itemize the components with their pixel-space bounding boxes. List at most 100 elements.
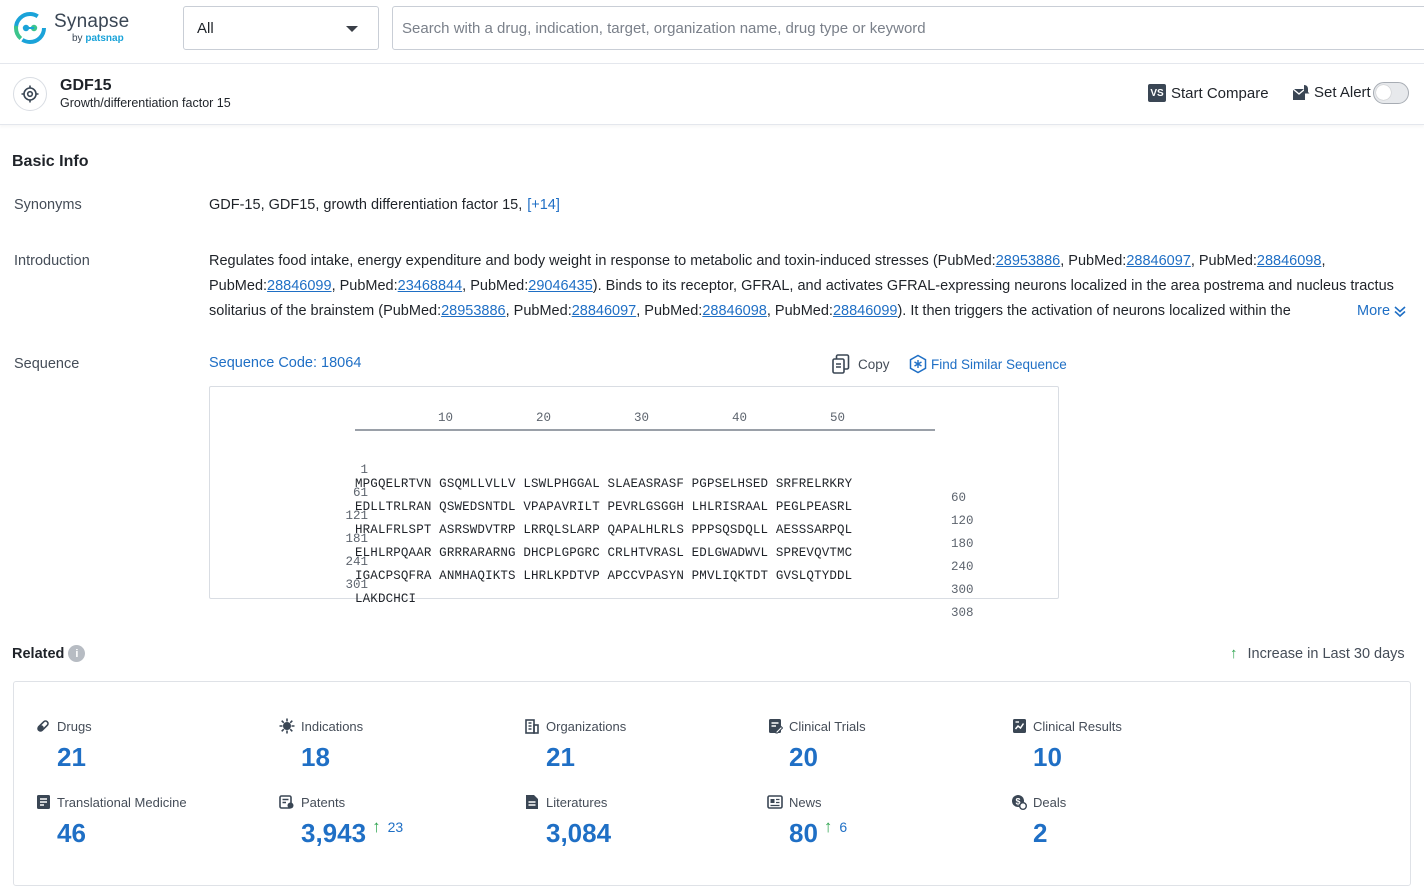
stat-literatures[interactable]: Literatures 3,084 bbox=[524, 793, 611, 849]
pubmed-link[interactable]: 28953886 bbox=[441, 303, 506, 319]
document-icon bbox=[524, 794, 540, 810]
sequence-row-end: 180 bbox=[951, 537, 974, 551]
stat-value[interactable]: 18 bbox=[301, 741, 330, 773]
related-title-text: Related bbox=[12, 646, 64, 662]
sequence-row-residues: ELHLRPQAAR GRRRARARNG DHCPLGPGRC CRLHTVR… bbox=[355, 546, 852, 560]
stat-value[interactable]: 46 bbox=[57, 817, 86, 849]
caret-down-icon bbox=[346, 26, 358, 32]
stat-value[interactable]: 3,084 bbox=[546, 817, 611, 849]
basic-info-title: Basic Info bbox=[12, 153, 88, 171]
pubmed-link[interactable]: 28846097 bbox=[1126, 253, 1191, 269]
sequence-row: 1 MPGQELRTVN GSQMLLVLLV LSWLPHGGAL SLAEA… bbox=[210, 449, 240, 467]
related-stats-card: Drugs 21 Indications 18 Organizations 21… bbox=[13, 681, 1411, 886]
intro-text: , PubMed: bbox=[332, 278, 398, 294]
clipboard-edit-icon bbox=[767, 718, 783, 734]
find-similar-label: Find Similar Sequence bbox=[931, 357, 1067, 372]
intro-text: Regulates food intake, energy expenditur… bbox=[209, 253, 996, 269]
alert-bell-icon bbox=[1292, 84, 1310, 101]
stat-label: Translational Medicine bbox=[57, 795, 187, 810]
synapse-logo[interactable]: Synapse by patsnap bbox=[12, 10, 129, 46]
sequence-row-end: 60 bbox=[951, 491, 966, 505]
logo-subtitle: by patsnap bbox=[72, 34, 129, 44]
stat-increase: ↑ 6 bbox=[824, 818, 847, 836]
pubmed-link[interactable]: 28846098 bbox=[702, 303, 767, 319]
copy-icon bbox=[832, 354, 850, 374]
logo-by: by bbox=[72, 33, 83, 44]
double-chevron-down-icon bbox=[1393, 304, 1407, 318]
target-crosshair-icon bbox=[13, 77, 47, 111]
sequence-row: 181 ELHLRPQAAR GRRRARARNG DHCPLGPGRC CRL… bbox=[210, 518, 240, 536]
stat-label: Patents bbox=[301, 795, 345, 810]
sequence-row: 301 LAKDCHCI 308 bbox=[210, 564, 240, 582]
stat-value[interactable]: 10 bbox=[1033, 741, 1062, 773]
sequence-row-start: 121 bbox=[240, 509, 368, 523]
pubmed-link[interactable]: 28846099 bbox=[833, 303, 898, 319]
stat-value[interactable]: 20 bbox=[789, 741, 818, 773]
stat-value[interactable]: 2 bbox=[1033, 817, 1047, 849]
arrow-up-icon: ↑ bbox=[824, 818, 833, 836]
stat-drugs[interactable]: Drugs 21 bbox=[35, 717, 92, 773]
intro-fade bbox=[1300, 300, 1360, 325]
pubmed-link[interactable]: 28846098 bbox=[1257, 253, 1322, 269]
top-bar: Synapse by patsnap All bbox=[0, 0, 1424, 64]
stat-value[interactable]: 3,943 bbox=[301, 817, 366, 849]
pubmed-link[interactable]: 28846099 bbox=[267, 278, 332, 294]
pubmed-link[interactable]: 28953886 bbox=[996, 253, 1061, 269]
introduction-more-button[interactable]: More bbox=[1356, 303, 1407, 319]
newspaper-icon bbox=[767, 794, 783, 810]
sequence-row-start: 181 bbox=[240, 532, 368, 546]
stat-deals[interactable]: $ Deals 2 bbox=[1011, 793, 1066, 849]
stat-news[interactable]: News 80 ↑ 6 bbox=[767, 793, 847, 849]
start-compare-button[interactable]: VS Start Compare bbox=[1148, 84, 1269, 102]
stat-clinical-trials[interactable]: Clinical Trials 20 bbox=[767, 717, 866, 773]
intro-text: , PubMed: bbox=[506, 303, 572, 319]
info-icon[interactable]: i bbox=[68, 645, 85, 662]
stat-value[interactable]: 21 bbox=[57, 741, 86, 773]
logo-name: Synapse bbox=[54, 12, 129, 31]
intro-text: , PubMed: bbox=[636, 303, 702, 319]
patent-icon bbox=[279, 794, 295, 810]
sequence-row-residues: EDLLTRLRAN QSWEDSNTDL VPAPAVRILT PEVRLGS… bbox=[355, 500, 852, 514]
copy-sequence-button[interactable]: Copy bbox=[832, 354, 890, 374]
intro-text: , PubMed: bbox=[462, 278, 528, 294]
stat-label: Organizations bbox=[546, 719, 626, 734]
find-similar-sequence-button[interactable]: Find Similar Sequence bbox=[908, 354, 1067, 374]
intro-text: , PubMed: bbox=[1191, 253, 1257, 269]
pill-icon bbox=[35, 718, 51, 734]
stat-patents[interactable]: Patents 3,943 ↑ 23 bbox=[279, 793, 403, 849]
stat-organizations[interactable]: Organizations 21 bbox=[524, 717, 626, 773]
search-input[interactable] bbox=[392, 6, 1424, 50]
pubmed-link[interactable]: 23468844 bbox=[398, 278, 463, 294]
stat-label: Drugs bbox=[57, 719, 92, 734]
pubmed-link[interactable]: 29046435 bbox=[528, 278, 593, 294]
ruler-tick: 20 bbox=[536, 411, 551, 425]
stat-increase-count: 23 bbox=[388, 818, 404, 836]
sequence-row-end: 240 bbox=[951, 560, 974, 574]
stat-value[interactable]: 80 bbox=[789, 817, 818, 849]
ruler-tick: 10 bbox=[438, 411, 453, 425]
stat-label: Clinical Trials bbox=[789, 719, 866, 734]
synonyms-value: GDF-15, GDF15, growth differentiation fa… bbox=[209, 197, 560, 213]
notebook-icon bbox=[35, 794, 51, 810]
set-alert-button[interactable]: Set Alert bbox=[1292, 84, 1371, 101]
stat-indications[interactable]: Indications 18 bbox=[279, 717, 363, 773]
sequence-row-end: 120 bbox=[951, 514, 974, 528]
sequence-row-start: 61 bbox=[240, 486, 368, 500]
sequence-row-start: 301 bbox=[240, 578, 368, 592]
ruler-tick: 40 bbox=[732, 411, 747, 425]
set-alert-label: Set Alert bbox=[1314, 84, 1371, 101]
stat-increase: ↑ 23 bbox=[372, 818, 403, 836]
alert-toggle[interactable] bbox=[1373, 82, 1409, 104]
stat-translational-medicine[interactable]: Translational Medicine 46 bbox=[35, 793, 187, 849]
copy-label: Copy bbox=[858, 357, 890, 372]
synonyms-more-link[interactable]: [+14] bbox=[527, 197, 560, 213]
target-full-name: Growth/differentiation factor 15 bbox=[60, 96, 231, 110]
arrow-up-icon: ↑ bbox=[372, 818, 381, 836]
stat-value[interactable]: 21 bbox=[546, 741, 575, 773]
stat-clinical-results[interactable]: Clinical Results 10 bbox=[1011, 717, 1122, 773]
sequence-viewer: 10 20 30 40 50 1 MPGQELRTVN GSQMLLVLLV L… bbox=[209, 386, 1059, 599]
search-scope-select[interactable]: All bbox=[183, 6, 379, 50]
sequence-code-link[interactable]: Sequence Code: 18064 bbox=[209, 355, 361, 371]
search-scope-value: All bbox=[197, 20, 214, 37]
pubmed-link[interactable]: 28846097 bbox=[572, 303, 637, 319]
